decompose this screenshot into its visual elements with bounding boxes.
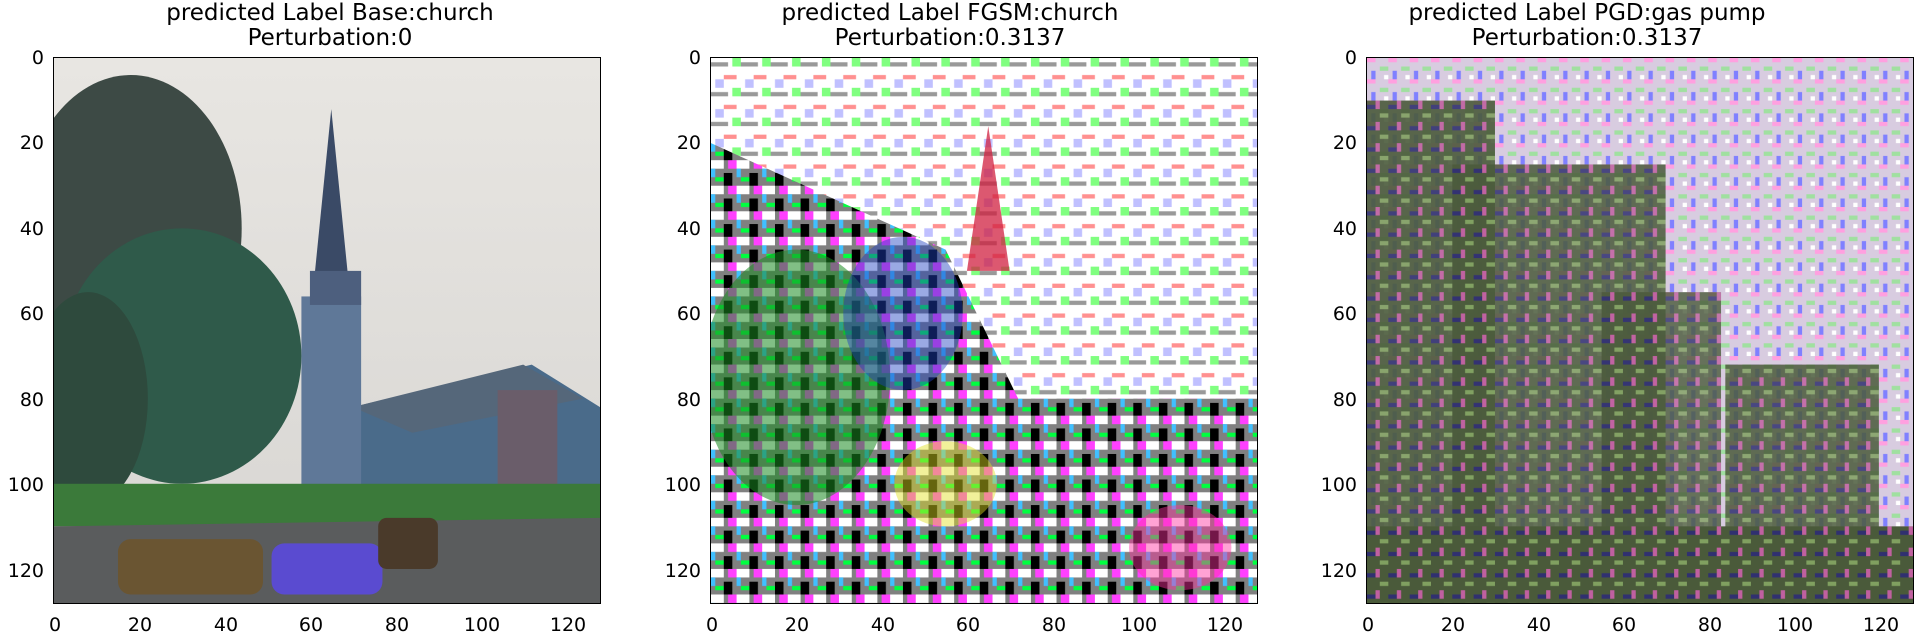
x-tick-label: 120 xyxy=(1206,614,1244,636)
panel-subtitle: Perturbation:0.3137 xyxy=(1471,25,1703,51)
panel-subtitle: Perturbation:0.3137 xyxy=(834,25,1066,51)
x-tick-label: 0 xyxy=(1361,614,1375,636)
y-tick-label: 80 xyxy=(1332,389,1357,411)
y-tick-label: 20 xyxy=(1332,132,1357,154)
x-tick-label: 0 xyxy=(48,614,62,636)
y-tick-label: 100 xyxy=(7,474,44,496)
x-tick-label: 60 xyxy=(955,614,981,636)
x-tick-label: 120 xyxy=(549,614,587,636)
x-tick-label: 40 xyxy=(870,614,896,636)
x-tick-label: 80 xyxy=(384,614,410,636)
x-tick-label: 100 xyxy=(1776,614,1814,636)
y-tick-label: 120 xyxy=(664,560,701,582)
x-tick-label: 100 xyxy=(463,614,501,636)
panel-title: predicted Label Base:church xyxy=(166,0,494,26)
x-tick-label: 80 xyxy=(1697,614,1723,636)
x-tick-label: 100 xyxy=(1120,614,1158,636)
x-tick-label: 40 xyxy=(213,614,239,636)
y-tick-label: 20 xyxy=(19,132,44,154)
y-tick-label: 80 xyxy=(676,389,701,411)
y-tick-label: 40 xyxy=(19,218,44,240)
panel-title: predicted Label PGD:gas pump xyxy=(1408,0,1766,26)
y-tick-label: 60 xyxy=(19,303,44,325)
y-tick-label: 0 xyxy=(31,47,44,69)
x-tick-label: 20 xyxy=(1440,614,1466,636)
y-tick-label: 80 xyxy=(19,389,44,411)
y-tick-label: 40 xyxy=(1332,218,1357,240)
x-tick-label: 80 xyxy=(1041,614,1067,636)
y-tick-label: 120 xyxy=(7,560,44,582)
x-tick-label: 20 xyxy=(784,614,810,636)
x-tick-label: 60 xyxy=(1611,614,1637,636)
y-tick-label: 100 xyxy=(664,474,701,496)
x-tick-label: 120 xyxy=(1862,614,1900,636)
y-tick-label: 60 xyxy=(676,303,701,325)
y-tick-label: 0 xyxy=(688,47,701,69)
panel-base: predicted Label Base:church Perturbation… xyxy=(0,0,620,640)
y-tick-label: 20 xyxy=(676,132,701,154)
x-tick-label: 60 xyxy=(298,614,324,636)
x-tick-label: 0 xyxy=(705,614,719,636)
panel-pgd: predicted Label PGD:gas pump Perturbatio… xyxy=(1313,0,1914,640)
y-tick-label: 120 xyxy=(1320,560,1357,582)
image-pgd xyxy=(1366,57,1914,604)
y-tick-label: 0 xyxy=(1344,47,1357,69)
y-tick-label: 60 xyxy=(1332,303,1357,325)
image-base xyxy=(53,57,601,604)
panel-fgsm: predicted Label FGSM:church Perturbation… xyxy=(657,0,1277,640)
x-tick-label: 20 xyxy=(127,614,153,636)
panel-subtitle: Perturbation:0 xyxy=(247,25,413,51)
panel-title: predicted Label FGSM:church xyxy=(781,0,1119,26)
image-fgsm xyxy=(710,57,1258,604)
y-tick-label: 40 xyxy=(676,218,701,240)
x-tick-label: 40 xyxy=(1526,614,1552,636)
y-tick-label: 100 xyxy=(1320,474,1357,496)
